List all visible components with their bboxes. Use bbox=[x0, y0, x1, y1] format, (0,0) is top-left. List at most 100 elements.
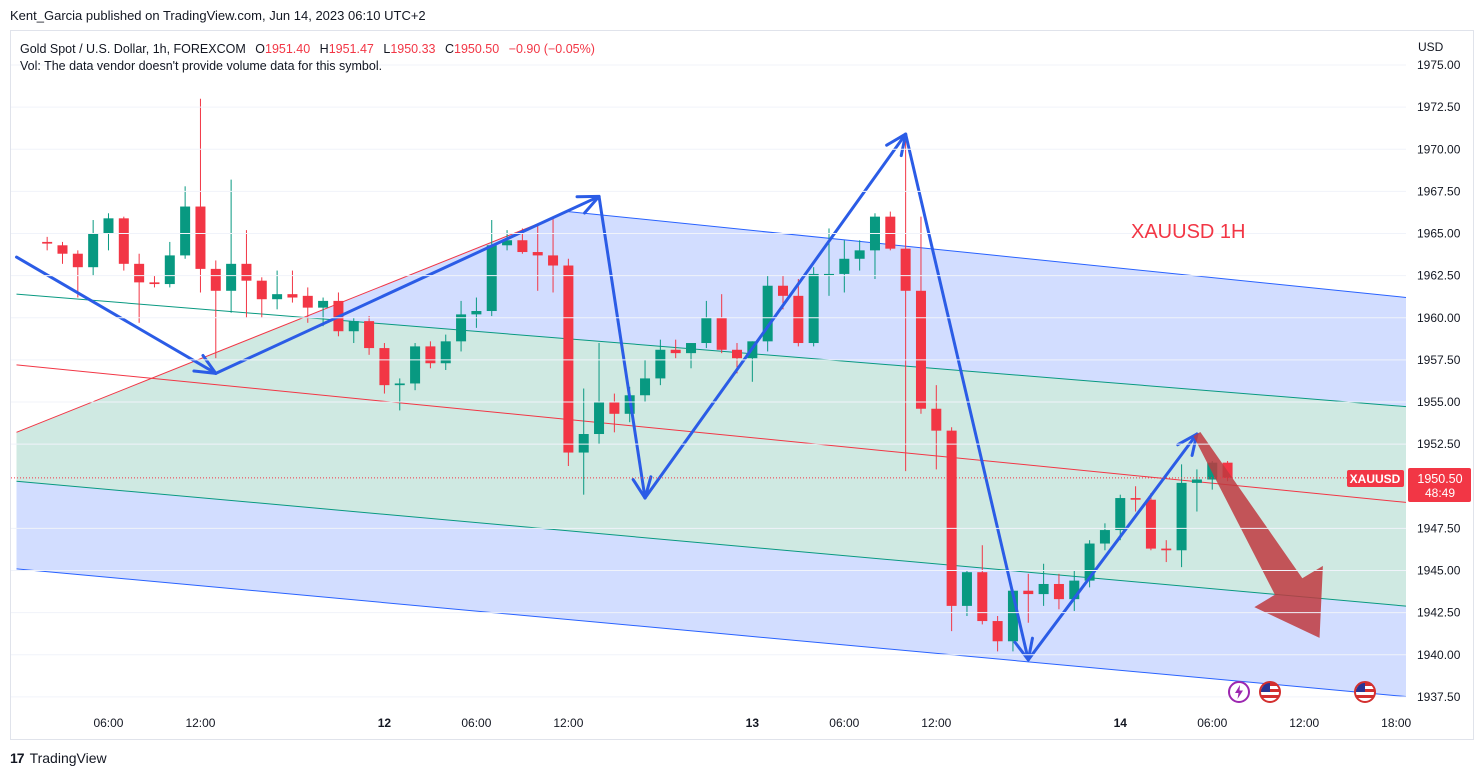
candle-body bbox=[548, 255, 559, 266]
candle bbox=[686, 343, 697, 369]
candle-body bbox=[594, 402, 605, 435]
currency-label: USD bbox=[1418, 40, 1444, 54]
candle-body bbox=[149, 282, 160, 285]
candle bbox=[226, 179, 237, 313]
candle bbox=[1176, 464, 1187, 568]
candle-body bbox=[410, 346, 421, 384]
x-tick-label: 12:00 bbox=[553, 716, 583, 730]
legend-change: −0.90 (−0.05%) bbox=[508, 42, 595, 56]
candle bbox=[1191, 469, 1202, 512]
candle-body bbox=[318, 300, 329, 308]
candle bbox=[762, 275, 773, 352]
candle-body bbox=[808, 273, 819, 344]
legend-symbol: Gold Spot / U.S. Dollar, 1h, FOREXCOM bbox=[20, 42, 246, 56]
candle bbox=[134, 253, 145, 323]
candle-body bbox=[1176, 482, 1187, 551]
candle bbox=[364, 316, 375, 355]
chart-legend: Gold Spot / U.S. Dollar, 1h, FOREXCOM O1… bbox=[20, 40, 595, 59]
legend-low-label: L bbox=[383, 42, 391, 56]
candle-body bbox=[1069, 580, 1080, 600]
footer[interactable]: 17 TradingView bbox=[10, 750, 107, 766]
x-tick-label: 12 bbox=[378, 716, 392, 730]
channel-lower-line bbox=[16, 568, 1406, 698]
candle-body bbox=[793, 295, 804, 344]
y-tick-label: 1975.00 bbox=[1417, 58, 1461, 72]
candle bbox=[563, 258, 574, 467]
candle bbox=[1053, 573, 1064, 610]
last-price-badge: XAUUSD 1950.50 48:49 bbox=[1347, 468, 1471, 502]
candle-body bbox=[670, 349, 681, 354]
us-flag-icon[interactable] bbox=[1259, 681, 1281, 703]
candle-body bbox=[57, 245, 68, 254]
badge-symbol-bg bbox=[1347, 470, 1404, 487]
lightning-icon[interactable] bbox=[1228, 681, 1250, 703]
candle-body bbox=[900, 248, 911, 291]
y-tick-label: 1972.50 bbox=[1417, 100, 1461, 114]
candle bbox=[272, 270, 283, 310]
candle-body bbox=[609, 402, 620, 414]
candle-body bbox=[502, 240, 513, 246]
candle bbox=[180, 186, 191, 259]
candle-body bbox=[716, 317, 727, 350]
candle bbox=[425, 341, 436, 369]
candle-body bbox=[241, 263, 252, 281]
candle-body bbox=[118, 218, 129, 264]
candle-body bbox=[655, 349, 666, 379]
y-tick-label: 1940.00 bbox=[1417, 648, 1461, 662]
channel-upper-line bbox=[568, 211, 1406, 298]
candle-body bbox=[195, 206, 206, 269]
candle bbox=[839, 240, 850, 293]
y-tick-label: 1952.50 bbox=[1417, 437, 1461, 451]
chart-annotation: XAUUSD 1H bbox=[1131, 221, 1245, 243]
candle-body bbox=[946, 430, 957, 606]
candle-body bbox=[348, 321, 359, 332]
trend-arrow-segment bbox=[597, 194, 647, 500]
us-flag-icon[interactable] bbox=[1354, 681, 1376, 703]
candle bbox=[195, 98, 206, 293]
candle-body bbox=[1099, 530, 1110, 544]
candle-body bbox=[72, 253, 83, 268]
price-axis[interactable]: 1975.00 1972.50 1970.00 1967.50 1965.00 1962.… bbox=[11, 58, 1461, 704]
candle bbox=[348, 317, 359, 344]
candle-body bbox=[517, 240, 528, 253]
time-axis[interactable]: 06:00 12:00 12 06:00 12:00 13 06:00 12:00 14 06:0… bbox=[93, 716, 1411, 730]
candle-body bbox=[762, 285, 773, 342]
candle bbox=[1115, 494, 1126, 541]
candle bbox=[379, 343, 390, 394]
candle bbox=[1099, 523, 1110, 551]
candle bbox=[961, 570, 972, 616]
channel-apex-line bbox=[16, 211, 569, 433]
candle bbox=[946, 427, 957, 632]
legend-high: 1951.47 bbox=[328, 42, 374, 56]
candle-body bbox=[440, 341, 451, 364]
drawings-layer bbox=[15, 132, 1323, 662]
candle bbox=[471, 297, 482, 328]
candle bbox=[149, 275, 160, 288]
candle bbox=[670, 339, 681, 359]
trend-arrow-segment bbox=[15, 255, 218, 375]
candle-body bbox=[134, 263, 145, 283]
candle-body bbox=[1038, 583, 1049, 595]
candle-body bbox=[885, 216, 896, 249]
x-tick-label: 18:00 bbox=[1381, 716, 1411, 730]
candle bbox=[394, 378, 405, 411]
candles-layer bbox=[42, 98, 1233, 652]
candle-body bbox=[578, 434, 589, 453]
channel-inner-fill bbox=[16, 317, 1406, 607]
candle-body bbox=[1084, 543, 1095, 581]
candle-body bbox=[1007, 590, 1018, 642]
x-tick-label: 06:00 bbox=[461, 716, 491, 730]
candle-body bbox=[732, 349, 743, 359]
y-tick-label: 1970.00 bbox=[1417, 142, 1461, 156]
candle-body bbox=[272, 294, 283, 300]
trend-arrow-segment bbox=[643, 132, 908, 500]
candle-body bbox=[364, 321, 375, 349]
candle-body bbox=[563, 265, 574, 453]
volume-note: Vol: The data vendor doesn't provide vol… bbox=[20, 59, 383, 73]
candle-body bbox=[701, 317, 712, 344]
candle-body bbox=[456, 314, 467, 342]
candle-body bbox=[532, 252, 543, 256]
trend-arrow-segment bbox=[1026, 432, 1199, 662]
candle bbox=[793, 278, 804, 347]
